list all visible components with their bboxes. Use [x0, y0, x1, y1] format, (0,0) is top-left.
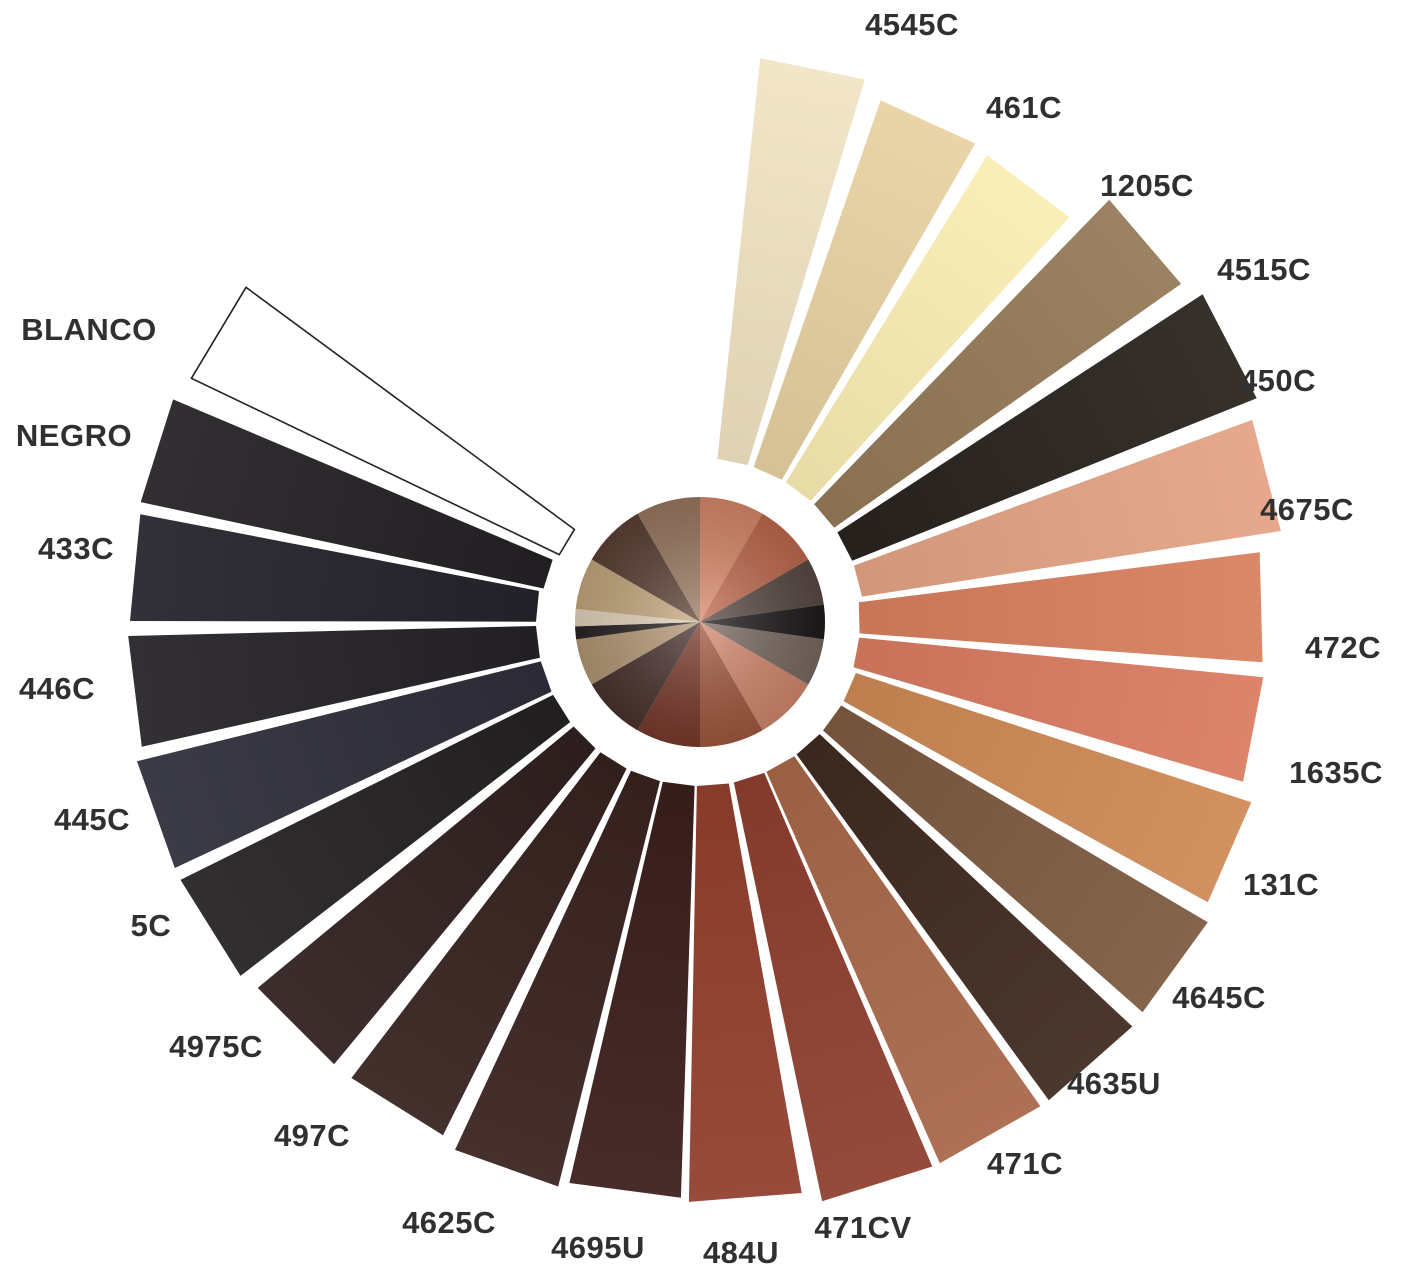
swatch-blade-471c: [766, 756, 1041, 1164]
swatch-label-472c: 472C: [1305, 630, 1381, 665]
swatch-blade-4975c: [257, 726, 596, 1065]
swatch-blade-450c: [837, 294, 1257, 561]
swatch-blade-433c: [130, 514, 539, 622]
center-hub: [575, 496, 826, 748]
swatch-blade-497c: [351, 752, 627, 1136]
swatch-label-433c: 433C: [38, 531, 114, 566]
swatch-label-negro: NEGRO: [16, 418, 132, 453]
swatch-blade-blanco: [190, 286, 576, 556]
swatch-blade-4675c: [854, 419, 1281, 597]
swatch-labels: 4545C 461C 1205C 4515C 450C 4675C 472C 1635C 131…: [16, 7, 1383, 1270]
swatch-label-4545c: 4545C: [865, 7, 959, 42]
swatch-label-4695u: 4695U: [551, 1230, 645, 1265]
swatch-blade-4635u: [796, 734, 1133, 1101]
swatch-label-4625c: 4625C: [402, 1205, 496, 1240]
swatch-blade-471cv: [733, 772, 933, 1202]
swatch-label-446c: 446C: [19, 671, 95, 706]
swatch-blade-446c: [128, 626, 540, 747]
swatch-blade-1205c: [785, 155, 1070, 501]
swatch-blade-472c: [858, 552, 1263, 663]
swatch-label-471cv: 471CV: [814, 1210, 911, 1245]
swatch-blade-4515c: [814, 199, 1182, 528]
swatch-blade-131c: [843, 673, 1252, 903]
swatch-label-471c: 471C: [987, 1146, 1063, 1181]
swatch-label-484u: 484U: [703, 1235, 779, 1270]
swatch-label-1205c: 1205C: [1100, 168, 1194, 203]
swatch-label-5c: 5C: [131, 908, 172, 943]
swatch-label-4635u: 4635U: [1067, 1066, 1161, 1101]
swatch-blade-4625c: [455, 770, 660, 1187]
swatch-label-blanco: BLANCO: [21, 312, 157, 347]
swatch-label-131c: 131C: [1243, 867, 1319, 902]
swatch-blade-4695u: [569, 781, 695, 1198]
swatch-blade-4645c: [823, 705, 1208, 1013]
swatch-label-4675c: 4675C: [1260, 492, 1354, 527]
swatch-blade-445c: [137, 661, 552, 868]
swatch-label-450c: 450C: [1240, 363, 1316, 398]
swatch-blades: [128, 58, 1281, 1202]
swatch-blade-1635c: [853, 637, 1264, 782]
swatch-label-4515c: 4515C: [1217, 252, 1311, 287]
swatch-blade-461c: [753, 100, 976, 480]
swatch-label-445c: 445C: [54, 802, 130, 837]
swatch-blade-4545c: [717, 58, 865, 466]
swatch-label-497c: 497C: [274, 1118, 350, 1153]
swatch-label-4645c: 4645C: [1172, 980, 1266, 1015]
swatch-label-1635c: 1635C: [1289, 755, 1383, 790]
swatch-blade-negro: [140, 399, 553, 589]
swatch-blade-484u: [688, 783, 802, 1202]
swatch-label-4975c: 4975C: [169, 1029, 263, 1064]
swatch-label-461c: 461C: [986, 90, 1062, 125]
hub-sheen: [575, 497, 825, 747]
swatch-blade-5c: [180, 694, 571, 976]
